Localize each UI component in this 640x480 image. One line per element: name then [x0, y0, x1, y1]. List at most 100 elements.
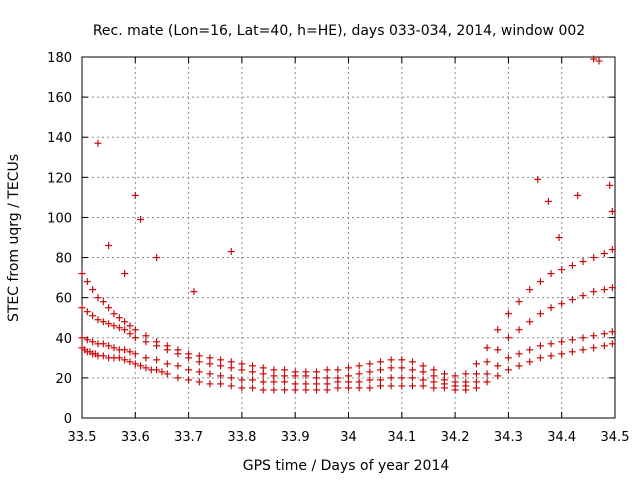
data-point [600, 330, 608, 338]
data-point [590, 254, 598, 262]
data-point [547, 340, 555, 348]
data-point [355, 384, 363, 392]
grid [82, 57, 615, 418]
data-point [515, 298, 523, 306]
x-tick-label: 33.6 [121, 430, 150, 445]
data-point [259, 378, 267, 386]
data-point [387, 374, 395, 382]
data-point [504, 310, 512, 318]
data-point [558, 266, 566, 274]
data-point [153, 366, 161, 374]
data-point [504, 366, 512, 374]
data-point [190, 288, 198, 296]
y-tick-label: 100 [47, 211, 72, 226]
data-point [398, 374, 406, 382]
data-point [131, 360, 139, 368]
data-point [121, 356, 129, 364]
data-point [440, 376, 448, 384]
data-point [387, 382, 395, 390]
data-point [217, 380, 225, 388]
x-tick-label: 33.8 [227, 430, 256, 445]
data-point [355, 362, 363, 370]
data-point [249, 362, 257, 370]
data-point [270, 386, 278, 394]
data-point [137, 215, 145, 223]
data-point [494, 326, 502, 334]
data-point [110, 344, 118, 352]
data-point [115, 354, 123, 362]
data-point [494, 372, 502, 380]
data-point [430, 384, 438, 392]
data-point [526, 318, 534, 326]
data-point [259, 370, 267, 378]
data-point [494, 346, 502, 354]
data-point [536, 310, 544, 318]
data-point [472, 370, 480, 378]
data-point [323, 380, 331, 388]
data-point [227, 248, 235, 256]
data-point [249, 384, 257, 392]
data-point [547, 352, 555, 360]
data-point [270, 372, 278, 380]
data-point [366, 376, 374, 384]
data-point [78, 334, 86, 342]
data-point [153, 338, 161, 346]
data-point [334, 384, 342, 392]
data-point [590, 55, 598, 63]
data-point [94, 316, 102, 324]
data-point [366, 368, 374, 376]
data-point [398, 356, 406, 364]
y-tick-label: 80 [55, 252, 72, 267]
y-tick-label: 160 [47, 91, 72, 106]
data-point [153, 356, 161, 364]
data-point [608, 284, 616, 292]
data-point [366, 360, 374, 368]
data-point [536, 342, 544, 350]
data-point [227, 382, 235, 390]
data-point [110, 310, 118, 318]
data-point [115, 314, 123, 322]
data-point [158, 368, 166, 376]
data-point [590, 332, 598, 340]
data-point [600, 250, 608, 258]
x-tick-label: 33.9 [281, 430, 310, 445]
data-point [313, 386, 321, 394]
data-point [142, 338, 150, 346]
data-point [526, 346, 534, 354]
data-point [78, 270, 86, 278]
data-point [142, 354, 150, 362]
data-point [430, 372, 438, 380]
data-point [89, 312, 97, 320]
chart-title: Rec. mate (Lon=16, Lat=40, h=HE), days 0… [93, 23, 585, 39]
data-point [281, 366, 289, 374]
data-point [302, 368, 310, 376]
data-point [126, 358, 134, 366]
data-point [195, 368, 203, 376]
data-point [515, 362, 523, 370]
data-points [78, 55, 616, 394]
y-tick-label: 60 [55, 292, 72, 307]
data-point [472, 360, 480, 368]
data-point [105, 242, 113, 250]
data-point [430, 378, 438, 386]
data-point [99, 340, 107, 348]
data-point [345, 378, 352, 386]
data-point [504, 334, 512, 342]
data-point [387, 356, 395, 364]
data-point [227, 374, 235, 382]
data-point [387, 364, 395, 372]
data-point [313, 374, 321, 382]
data-point [590, 344, 598, 352]
data-point [462, 370, 470, 378]
data-point [83, 278, 91, 286]
data-point [99, 298, 107, 306]
data-point [472, 378, 480, 386]
data-point [126, 330, 134, 338]
data-point [142, 364, 150, 372]
data-point [451, 372, 459, 380]
x-tick-label: 34 [340, 430, 357, 445]
data-point [126, 322, 134, 330]
data-point [547, 304, 555, 312]
data-point [334, 374, 342, 382]
